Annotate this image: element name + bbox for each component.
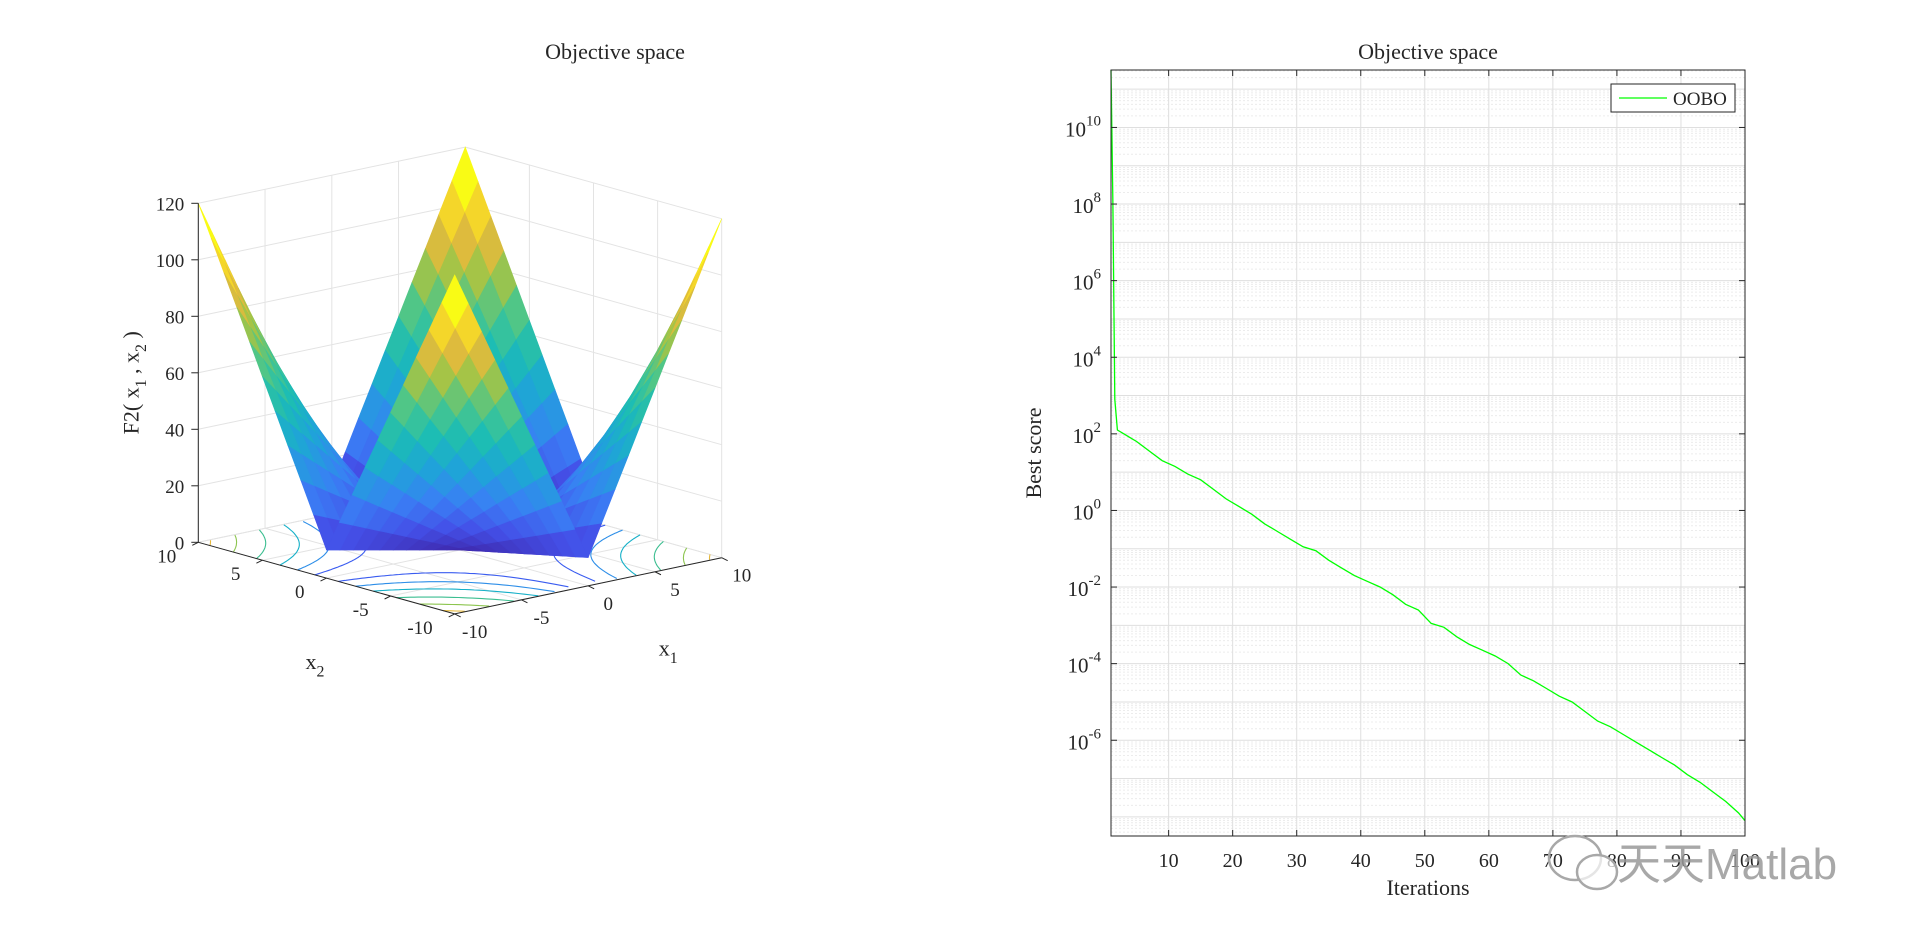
x1-tick — [721, 557, 728, 562]
x2-tick-label: 5 — [231, 564, 241, 585]
contour-line — [708, 554, 711, 560]
contour-line — [279, 524, 300, 566]
z-tick-label: 60 — [165, 364, 184, 385]
floor-grid-line — [390, 539, 658, 597]
x-tick-label: 50 — [1415, 850, 1435, 872]
x1-tick-label: -5 — [534, 608, 550, 629]
x2-tick-label: 0 — [295, 582, 305, 603]
surface-patch — [668, 286, 696, 340]
contour-line — [682, 547, 688, 566]
x2-tick — [384, 595, 391, 600]
contour-line — [396, 596, 514, 602]
x-tick-label: 70 — [1543, 850, 1563, 872]
contour-line — [442, 610, 465, 612]
y-tick-label: 104 — [1073, 343, 1102, 371]
x2-axis-label: x2 — [305, 649, 324, 681]
z-tick-label: 100 — [156, 251, 185, 272]
surface-patch — [695, 218, 722, 278]
surface-patch — [441, 274, 469, 329]
contour-line — [232, 534, 238, 553]
contour-line — [209, 540, 212, 546]
series-line-oobo — [1110, 69, 1746, 822]
x-tick-label: 60 — [1479, 850, 1499, 872]
surface-patch — [681, 252, 709, 309]
surface-patch — [211, 231, 239, 289]
contour-line — [355, 581, 555, 593]
surface-patch — [682, 246, 710, 303]
x1-tick — [521, 599, 528, 604]
z-tick-label: 120 — [156, 194, 185, 215]
y-tick-label: 10-6 — [1068, 726, 1102, 754]
x2-tick — [320, 577, 327, 582]
y-axis-label: Best score — [1021, 407, 1046, 498]
left-chart-title: Objective space — [545, 39, 685, 64]
x1-tick-label: 10 — [732, 566, 751, 587]
plot-area — [1111, 70, 1745, 836]
contour-line — [373, 588, 539, 597]
watermark-text: 天天Matlab — [1617, 840, 1837, 889]
z-tick-label: 0 — [175, 533, 185, 554]
y-tick-label: 102 — [1073, 420, 1102, 448]
x-tick-label: 40 — [1351, 850, 1371, 872]
contour-line — [256, 529, 267, 559]
x-tick-label: 90 — [1671, 850, 1691, 872]
x-tick-label: 100 — [1730, 850, 1760, 872]
z-tick-label: 80 — [165, 307, 184, 328]
surface-patch — [223, 272, 251, 328]
x1-tick-label: 0 — [603, 594, 613, 615]
wechat-icon-bubble — [1575, 853, 1619, 891]
x1-tick-label: -10 — [462, 622, 487, 643]
convergence-plot: 10 20 30 40 50 60 70 80 90 1001010108106104102100… — [1021, 39, 1760, 900]
contour-line — [653, 541, 664, 571]
x-tick-label: 10 — [1159, 850, 1179, 872]
x1-tick — [454, 613, 461, 618]
surface-patch — [210, 237, 238, 296]
x2-tick — [256, 559, 263, 564]
z-tick-label: 20 — [165, 477, 184, 498]
x1-tick — [587, 585, 595, 590]
legend-label: OOBO — [1673, 89, 1727, 110]
y-tick-label: 1010 — [1065, 113, 1101, 141]
x2-tick-label: 10 — [157, 546, 176, 567]
x-axis-label: Iterations — [1386, 875, 1469, 900]
x-tick-label: 20 — [1223, 850, 1243, 872]
surface-plot: -10-50510-10-50510020406080100120x1x2F2(… — [118, 39, 751, 681]
watermark: 天天Matlab — [1547, 834, 1837, 891]
contour-line — [419, 603, 490, 607]
ticks: 10 20 30 40 50 60 70 80 90 1001010108106104102100… — [1065, 70, 1760, 872]
y-tick-label: 10-2 — [1068, 573, 1102, 601]
surface-patch — [669, 277, 696, 331]
contour-line — [338, 572, 569, 588]
contour-line — [590, 529, 623, 579]
surface-patch — [655, 320, 682, 371]
y-tick-label: 100 — [1073, 496, 1102, 524]
y-tick-label: 10-4 — [1068, 650, 1102, 678]
z-tick-label: 40 — [165, 420, 184, 441]
legend: OOBO — [1610, 83, 1736, 113]
y-tick-label: 106 — [1073, 267, 1102, 295]
grid — [1111, 70, 1746, 836]
contour-line — [620, 534, 641, 576]
z-axis-label: F2( x1 , x2 ) — [118, 331, 150, 434]
right-chart-title: Objective space — [1358, 39, 1498, 64]
y-tick-label: 108 — [1073, 190, 1102, 218]
x2-tick-label: -10 — [407, 618, 432, 639]
axes-box — [1110, 69, 1746, 837]
x-tick-label: 30 — [1287, 850, 1307, 872]
surface-patch — [198, 203, 225, 264]
x2-tick — [448, 613, 455, 618]
surface-mesh — [198, 146, 722, 558]
x1-tick-label: 5 — [670, 580, 680, 601]
x1-axis-label: x1 — [659, 635, 678, 667]
x2-tick-label: -5 — [353, 600, 369, 621]
x1-tick — [654, 571, 662, 576]
